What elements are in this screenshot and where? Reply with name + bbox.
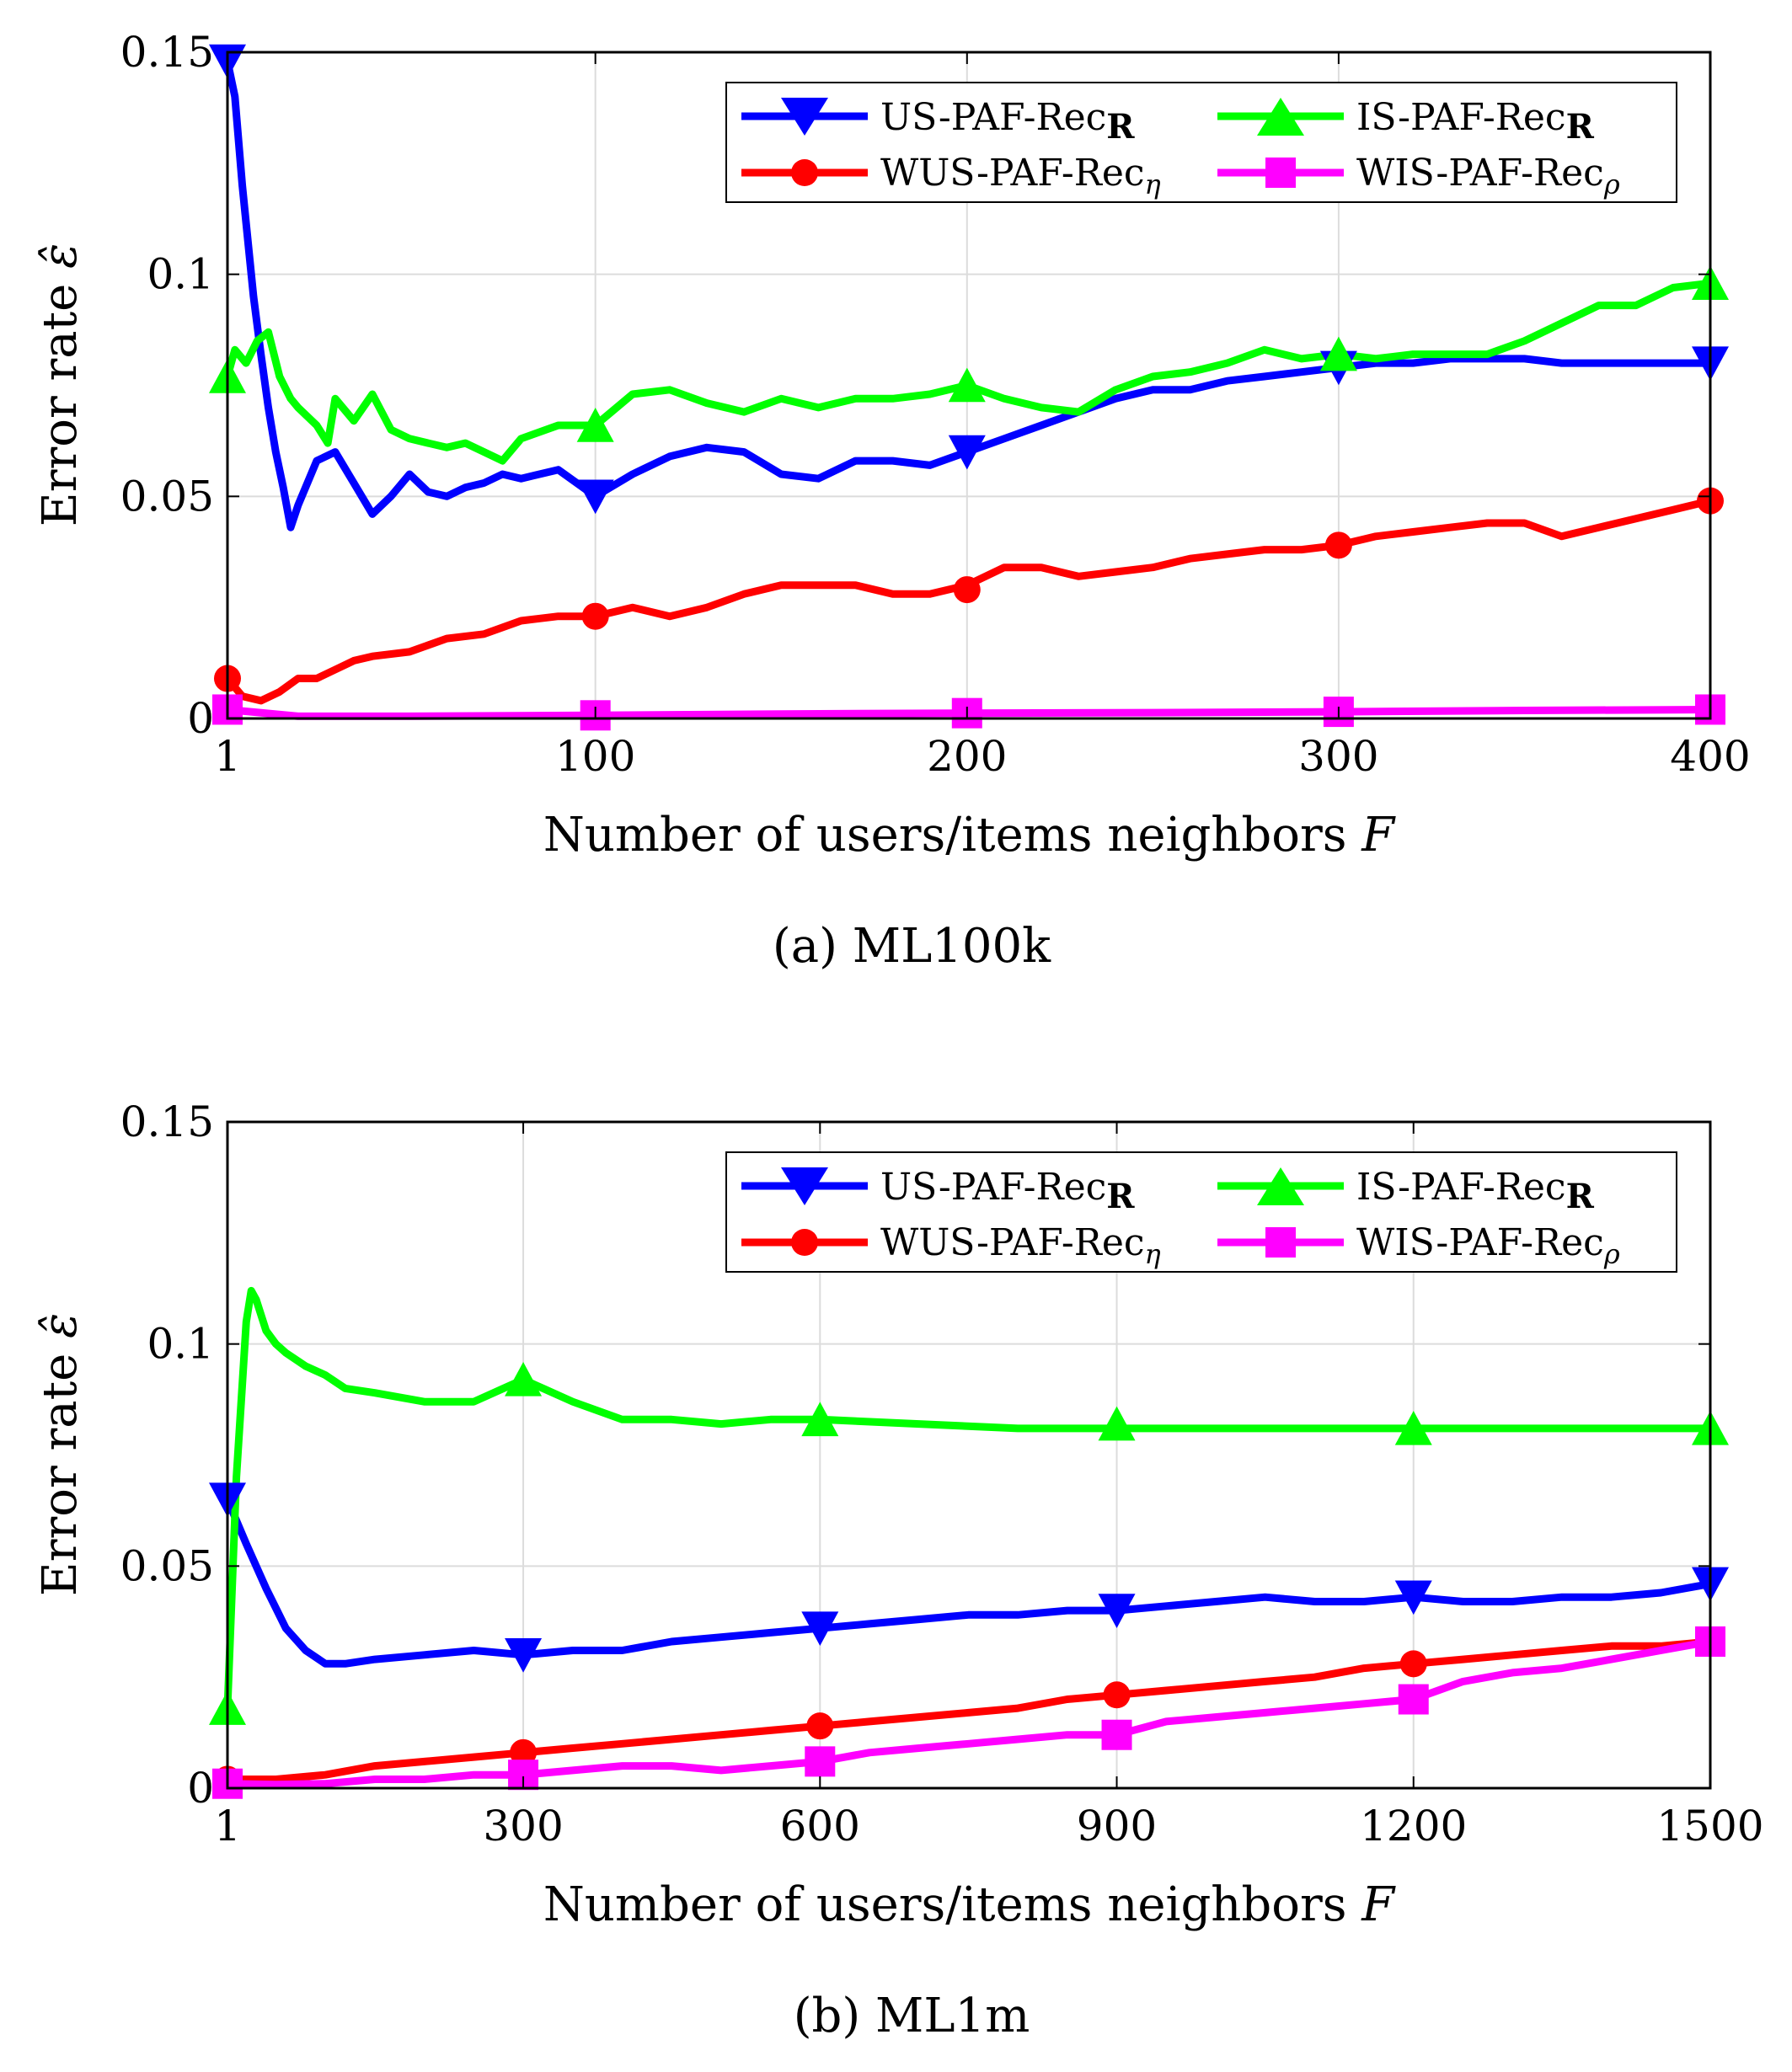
y-tick-label: 0.15 (120, 28, 214, 77)
caption-b: (b) ML1m (794, 1989, 1030, 2043)
marker-wus-paf-rec (1103, 1681, 1131, 1709)
marker-wus-paf-rec (953, 576, 981, 604)
y-tick-label: 0.05 (120, 472, 214, 521)
x-tick-label: 100 (555, 732, 635, 781)
series-line-us-paf-rec (223, 57, 1714, 531)
y-tick-label: 0 (187, 1764, 214, 1813)
legend-entry-wis-paf-rec: WIS-PAF-Recρ (1217, 152, 1620, 200)
svg-text:US-PAF-RecR: US-PAF-RecR (880, 1166, 1135, 1216)
marker-wus-paf-rec (806, 1712, 834, 1740)
legend-entry-wus-paf-rec: WUS-PAF-Recη (741, 152, 1161, 200)
series-line-wis-paf-rec (223, 706, 1714, 720)
marker-wus-paf-rec (1324, 531, 1352, 559)
y-tick-label: 0.1 (147, 1320, 214, 1369)
legend-entry-us-paf-rec: US-PAF-RecR (741, 96, 1135, 147)
marker-is-paf-rec (1098, 1406, 1136, 1441)
marker-wis-paf-rec (1398, 1684, 1429, 1715)
marker-is-paf-rec (1319, 336, 1357, 371)
series-line-is-paf-rec (223, 279, 1714, 465)
legend-entry-is-paf-rec: IS-PAF-RecR (1217, 96, 1595, 147)
marker-us-paf-rec (505, 1638, 543, 1673)
svg-text:IS-PAF-RecR: IS-PAF-RecR (1356, 1166, 1595, 1216)
marker-us-paf-rec (1394, 1580, 1432, 1615)
x-axis-label: Number of users/items neighbors F (543, 1877, 1396, 1932)
marker-is-paf-rec (801, 1402, 839, 1437)
svg-text:WUS-PAF-Recη: WUS-PAF-Recη (880, 152, 1161, 200)
marker-wus-paf-rec (581, 602, 609, 630)
legend-entry-is-paf-rec: IS-PAF-RecR (1217, 1166, 1595, 1216)
svg-text:WUS-PAF-Recη: WUS-PAF-Recη (880, 1221, 1161, 1270)
y-tick-label: 0.1 (147, 250, 214, 299)
series-line-us-paf-rec (223, 1495, 1714, 1668)
chart-ml1m: 1 300 600 900 1200 1500 0 0.05 0.1 0.15 Error rat… (33, 1097, 1764, 2043)
marker-wus-paf-rec (1399, 1650, 1427, 1678)
marker-us-paf-rec (576, 479, 614, 515)
marker-is-paf-rec (1394, 1410, 1432, 1445)
marker-is-paf-rec (505, 1361, 543, 1396)
svg-text:US-PAF-RecR: US-PAF-RecR (880, 96, 1135, 147)
marker-us-paf-rec (948, 435, 986, 470)
series-line-wus-paf-rec (223, 497, 1714, 705)
legend: US-PAF-RecR IS-PAF-RecR WUS-PAF-Recη WIS… (725, 1151, 1677, 1273)
svg-text:WIS-PAF-Recρ: WIS-PAF-Recρ (1356, 152, 1620, 200)
marker-is-paf-rec (948, 367, 986, 403)
legend-entry-wis-paf-rec: WIS-PAF-Recρ (1217, 1221, 1620, 1270)
x-tick-label: 600 (780, 1802, 860, 1850)
svg-text:WIS-PAF-Recρ: WIS-PAF-Recρ (1356, 1221, 1620, 1270)
marker-wis-paf-rec (805, 1746, 836, 1777)
x-tick-label: 200 (927, 732, 1007, 781)
x-axis-label: Number of users/items neighbors F (543, 808, 1396, 862)
marker-us-paf-rec (801, 1611, 839, 1647)
y-tick-label: 0.05 (120, 1541, 214, 1590)
legend-entry-wus-paf-rec: WUS-PAF-Recη (741, 1221, 1161, 1270)
x-tick-label: 900 (1077, 1802, 1157, 1850)
series-line-wus-paf-rec (223, 1637, 1714, 1783)
y-tick-label: 0 (187, 694, 214, 743)
svg-text:IS-PAF-RecR: IS-PAF-RecR (1356, 96, 1595, 147)
y-axis-label: Error rate ε̂ (33, 1313, 88, 1596)
marker-us-paf-rec (1098, 1594, 1136, 1628)
legend-entry-us-paf-rec: US-PAF-RecR (741, 1166, 1135, 1216)
marker-wus-paf-rec (510, 1738, 538, 1766)
x-tick-label: 1500 (1656, 1802, 1763, 1850)
series-line-wis-paf-rec (223, 1637, 1714, 1789)
x-tick-label: 1200 (1360, 1802, 1467, 1850)
x-tick-label: 400 (1670, 732, 1750, 781)
legend: US-PAF-RecR IS-PAF-RecR WUS-PAF-Recη WIS… (725, 82, 1677, 203)
x-tick-label: 300 (483, 1802, 563, 1850)
marker-wis-paf-rec (1101, 1719, 1132, 1750)
x-tick-label: 1 (214, 732, 241, 781)
caption-a: (a) ML100k (773, 919, 1051, 974)
marker-is-paf-rec (576, 408, 614, 442)
y-tick-label: 0.15 (120, 1097, 214, 1146)
x-tick-label: 300 (1298, 732, 1378, 781)
y-axis-label: Error rate ε̂ (33, 243, 88, 526)
x-tick-label: 1 (214, 1802, 241, 1850)
